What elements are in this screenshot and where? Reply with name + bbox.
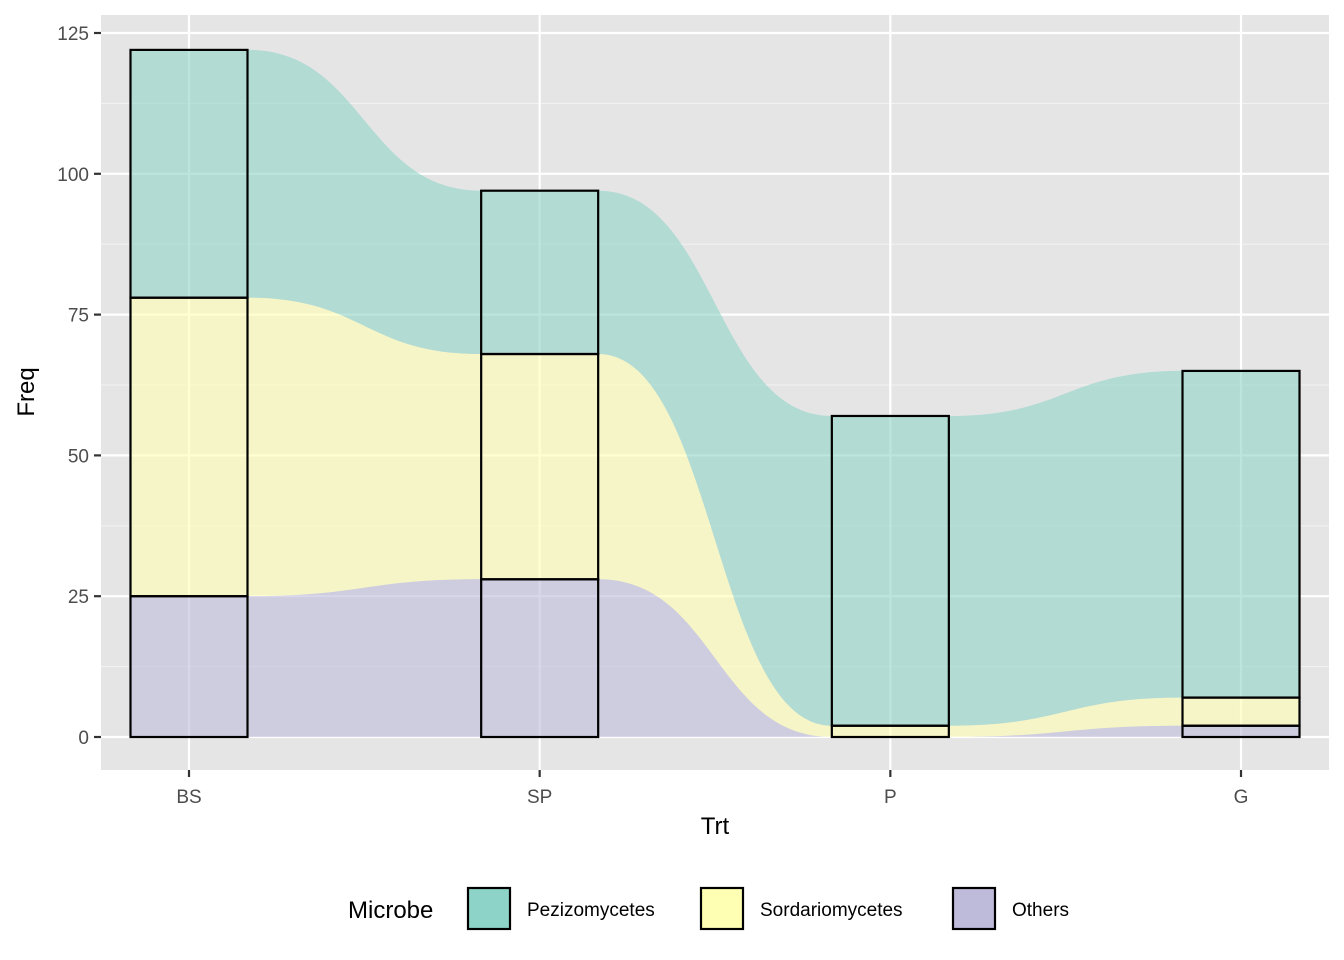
legend-label-pezizomycetes: Pezizomycetes	[527, 900, 655, 921]
flow-others	[130, 579, 1300, 737]
y-tick-label: 25	[68, 587, 89, 608]
x-tick-label: G	[1234, 787, 1249, 808]
legend-label-sordariomycetes: Sordariomycetes	[760, 900, 903, 921]
x-tick-label: BS	[176, 787, 201, 808]
legend: Microbe Pezizomycetes Sordariomycetes Othe…	[348, 886, 1069, 931]
bar-g-others	[1181, 724, 1301, 739]
bar-p-sordariomycetes	[830, 724, 950, 739]
legend-label-others: Others	[1012, 900, 1069, 921]
y-tick-label: 75	[68, 306, 89, 327]
x-axis-title: Trt	[701, 813, 730, 840]
bar-sp-others	[480, 578, 600, 739]
legend-title: Microbe	[348, 897, 433, 924]
y-tick-label: 50	[68, 446, 89, 467]
y-tick-label: 125	[57, 24, 89, 45]
y-tick-label: 100	[57, 165, 89, 186]
alluvial-flows	[130, 49, 1300, 737]
legend-key-sordariomycetes	[699, 886, 745, 931]
bar-bs-others	[129, 595, 249, 739]
x-axis: BS SP P G	[176, 770, 1248, 808]
x-tick-label: P	[884, 787, 897, 808]
y-tick-label: 0	[78, 728, 89, 749]
y-axis-title: Freq	[13, 367, 40, 416]
y-axis: 0 25 50 75 100 125	[57, 24, 101, 749]
stacked-bars	[129, 48, 1301, 739]
legend-key-others	[951, 886, 997, 931]
legend-key-pezizomycetes	[466, 886, 512, 931]
flow-sordariomycetes	[130, 297, 1300, 737]
x-tick-label: SP	[527, 787, 552, 808]
flow-pezizomycetes	[130, 49, 1300, 726]
